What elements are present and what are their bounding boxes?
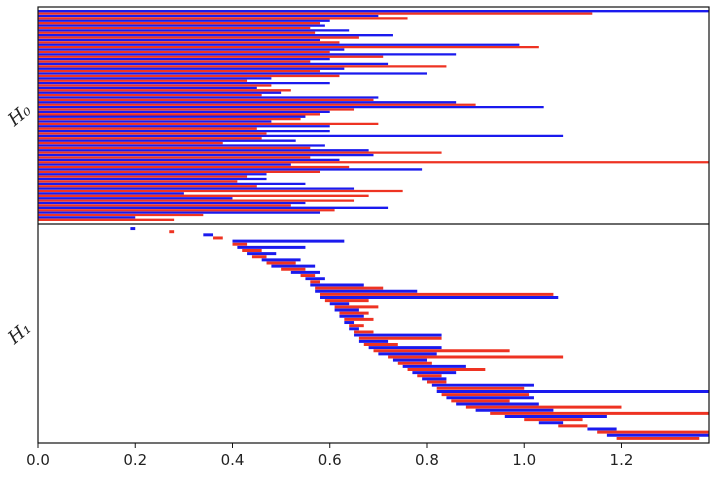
x-tick-label: 0.6	[318, 451, 342, 469]
x-tick-label: 0.4	[221, 451, 245, 469]
x-tick-label: 0.0	[26, 451, 50, 469]
x-tick-label: 0.8	[415, 451, 439, 469]
x-tick-label: 1.2	[610, 451, 634, 469]
panel-label-1: H₁	[3, 318, 35, 349]
panel-1	[130, 227, 709, 440]
x-tick-label: 0.2	[123, 451, 147, 469]
panel-label-0: H₀	[3, 100, 35, 131]
panel-0	[38, 10, 709, 221]
x-tick-label: 1.0	[512, 451, 536, 469]
plot-frame	[37, 6, 710, 444]
